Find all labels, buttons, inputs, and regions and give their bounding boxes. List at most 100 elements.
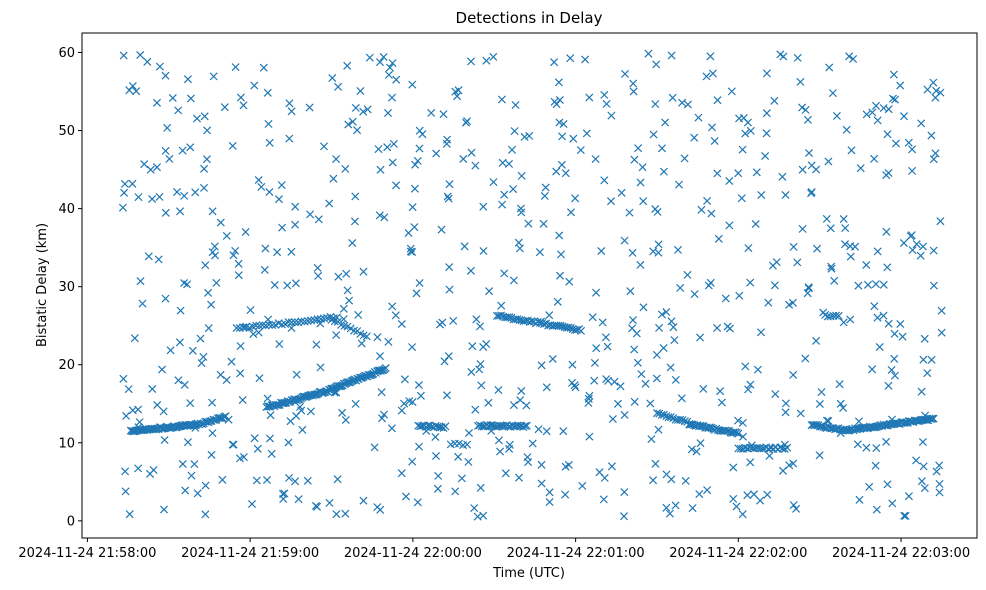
noise-point bbox=[454, 452, 463, 461]
noise-point bbox=[778, 172, 787, 181]
noise-point bbox=[839, 318, 848, 327]
noise-point bbox=[688, 504, 697, 513]
noise-point bbox=[652, 350, 661, 359]
noise-point bbox=[359, 107, 368, 116]
noise-point bbox=[351, 103, 360, 112]
noise-point bbox=[564, 460, 573, 469]
noise-point bbox=[862, 260, 871, 270]
noise-point bbox=[582, 129, 591, 138]
noise-point bbox=[738, 145, 747, 154]
noise-point bbox=[515, 244, 524, 253]
noise-point bbox=[725, 324, 735, 333]
noise-point bbox=[325, 199, 334, 208]
noise-point bbox=[387, 93, 397, 102]
noise-point bbox=[277, 181, 286, 190]
noise-point bbox=[734, 169, 743, 178]
noise-point bbox=[504, 159, 514, 168]
noise-point bbox=[592, 344, 601, 353]
noise-point bbox=[416, 391, 425, 400]
noise-point bbox=[862, 110, 871, 119]
noise-point bbox=[471, 161, 480, 170]
noise-point bbox=[118, 203, 127, 212]
noise-point bbox=[765, 451, 774, 460]
noise-point bbox=[261, 244, 270, 253]
track-point bbox=[564, 323, 573, 332]
noise-point bbox=[291, 220, 300, 229]
noise-point bbox=[275, 340, 284, 349]
noise-point bbox=[235, 454, 245, 463]
y-tick-label: 50 bbox=[58, 124, 75, 139]
noise-point bbox=[812, 244, 822, 253]
noise-point bbox=[153, 400, 162, 410]
noise-point bbox=[383, 143, 392, 152]
noise-point bbox=[629, 79, 638, 88]
noise-point bbox=[757, 190, 766, 200]
noise-point bbox=[523, 453, 532, 462]
noise-point bbox=[193, 489, 202, 498]
noise-point bbox=[500, 190, 509, 199]
noise-point bbox=[696, 333, 705, 342]
noise-point bbox=[649, 130, 658, 139]
noise-point bbox=[671, 375, 680, 384]
noise-point bbox=[168, 93, 177, 103]
noise-point bbox=[265, 187, 274, 197]
noise-point bbox=[793, 53, 802, 62]
noise-point bbox=[620, 69, 630, 78]
noise-point bbox=[571, 194, 580, 203]
noise-point bbox=[803, 115, 812, 124]
noise-point bbox=[431, 432, 440, 442]
noise-point bbox=[484, 398, 493, 407]
noise-point bbox=[836, 399, 845, 408]
noise-point bbox=[571, 383, 580, 392]
noise-point bbox=[792, 504, 801, 513]
noise-point bbox=[840, 240, 850, 249]
noise-point bbox=[255, 374, 264, 383]
noise-point bbox=[661, 118, 670, 127]
noise-point bbox=[638, 163, 647, 172]
noise-point bbox=[896, 319, 905, 329]
noise-point bbox=[444, 352, 453, 361]
noise-point bbox=[191, 423, 200, 432]
track-point bbox=[318, 388, 327, 398]
noise-point bbox=[377, 414, 387, 423]
noise-point bbox=[415, 144, 424, 153]
noise-point bbox=[603, 376, 613, 385]
track-point bbox=[831, 311, 841, 320]
noise-point bbox=[157, 424, 166, 433]
noise-point bbox=[683, 100, 692, 109]
noise-point bbox=[273, 248, 282, 257]
noise-point bbox=[359, 496, 368, 505]
noise-point bbox=[291, 477, 300, 486]
noise-point bbox=[637, 370, 646, 379]
noise-point bbox=[489, 52, 498, 61]
noise-point bbox=[413, 156, 422, 165]
noise-point bbox=[274, 195, 284, 204]
track-point bbox=[676, 415, 685, 424]
noise-point bbox=[415, 126, 424, 135]
noise-point bbox=[196, 334, 205, 343]
noise-point bbox=[713, 323, 722, 333]
noise-point bbox=[204, 288, 213, 297]
noise-point bbox=[870, 154, 879, 163]
noise-point bbox=[916, 251, 925, 260]
track-point bbox=[340, 321, 349, 330]
noise-point bbox=[819, 308, 828, 317]
noise-point bbox=[550, 58, 559, 67]
noise-point bbox=[132, 87, 141, 96]
noise-point bbox=[665, 509, 674, 518]
noise-point bbox=[610, 377, 619, 386]
noise-point bbox=[231, 246, 240, 255]
noise-point bbox=[451, 487, 460, 496]
noise-point bbox=[798, 165, 807, 174]
noise-point bbox=[119, 374, 128, 383]
noise-point bbox=[537, 361, 546, 370]
noise-point bbox=[400, 375, 409, 384]
noise-point bbox=[654, 425, 663, 434]
noise-point bbox=[208, 248, 217, 257]
noise-point bbox=[856, 164, 865, 173]
track-point bbox=[303, 316, 312, 326]
noise-point bbox=[312, 502, 322, 511]
noise-point bbox=[890, 354, 899, 363]
noise-point bbox=[545, 488, 554, 497]
noise-point bbox=[404, 228, 413, 238]
